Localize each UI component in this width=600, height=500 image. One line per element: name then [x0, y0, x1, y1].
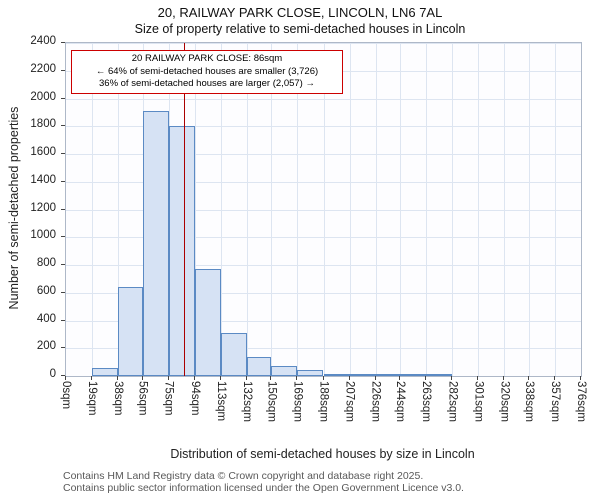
histogram-bar: [118, 287, 143, 376]
x-tick-label: 282sqm: [446, 381, 459, 422]
x-tick-label: 38sqm: [112, 381, 125, 416]
y-tick-mark: [61, 236, 65, 238]
annotation-box: 20 RAILWAY PARK CLOSE: 86sqm ← 64% of se…: [71, 50, 343, 94]
x-tick-label: 75sqm: [162, 381, 175, 416]
y-tick-label: 2400: [30, 35, 56, 47]
footer-attribution-line1: Contains HM Land Registry data © Crown c…: [63, 470, 424, 482]
x-tick-mark: [322, 376, 324, 380]
x-tick-label: 150sqm: [265, 381, 278, 422]
x-tick-mark: [91, 376, 93, 380]
x-tick-mark: [477, 376, 479, 380]
x-tick-label: 376sqm: [575, 381, 587, 422]
plot-area: 20 RAILWAY PARK CLOSE: 86sqm ← 64% of se…: [65, 42, 582, 377]
y-tick-label: 1800: [30, 118, 56, 131]
annotation-larger-pct: 36% of semi-detached houses are larger (…: [99, 78, 315, 90]
x-tick-label: 56sqm: [136, 381, 149, 416]
x-tick-label: 0sqm: [60, 381, 72, 410]
y-tick-mark: [61, 375, 65, 376]
histogram-bar: [142, 111, 169, 376]
histogram-bar: [194, 269, 221, 376]
x-tick-label: 113sqm: [214, 381, 227, 422]
x-tick-mark: [399, 376, 401, 380]
y-tick-label: 800: [36, 257, 56, 269]
x-tick-label: 19sqm: [86, 381, 99, 416]
x-tick-mark: [193, 376, 195, 380]
y-tick-mark: [61, 180, 65, 182]
x-tick-label: 338sqm: [522, 381, 535, 422]
y-tick-mark: [61, 125, 65, 127]
x-axis-label: Distribution of semi-detached houses by …: [170, 447, 475, 461]
x-tick-label: 169sqm: [291, 381, 304, 422]
x-tick-label: 357sqm: [548, 381, 561, 422]
y-tick-label: 1600: [30, 146, 56, 158]
x-tick-mark: [245, 376, 247, 380]
chart-title: 20, RAILWAY PARK CLOSE, LINCOLN, LN6 7AL: [157, 5, 443, 20]
y-tick-label: 1400: [30, 173, 56, 186]
y-tick-label: 2000: [30, 90, 56, 103]
x-tick-mark: [425, 376, 427, 380]
histogram-bar: [271, 366, 298, 376]
x-tick-mark: [580, 376, 581, 380]
x-tick-label: 263sqm: [420, 381, 433, 422]
property-marker-line: [183, 43, 186, 376]
y-tick-label: 1000: [30, 229, 56, 242]
y-tick-label: 400: [36, 312, 56, 325]
y-tick-label: 2200: [30, 62, 56, 75]
x-tick-label: 94sqm: [188, 381, 201, 416]
y-tick-mark: [61, 97, 65, 99]
x-tick-mark: [503, 376, 505, 380]
x-tick-mark: [167, 376, 169, 380]
histogram-bar: [297, 370, 324, 376]
x-tick-mark: [270, 376, 272, 380]
y-tick-mark: [61, 264, 65, 265]
histogram-bar: [349, 374, 376, 376]
x-tick-mark: [65, 376, 66, 380]
footer-attribution-line2: Contains public sector information licen…: [63, 482, 464, 495]
histogram-bar: [375, 374, 401, 376]
annotation-smaller-pct: ← 64% of semi-detached houses are smalle…: [95, 65, 319, 77]
y-tick-mark: [61, 153, 65, 154]
histogram-bar: [92, 368, 119, 376]
x-tick-label: 226sqm: [369, 381, 382, 422]
chart-subtitle: Size of property relative to semi-detach…: [134, 22, 466, 36]
x-tick-mark: [141, 376, 143, 380]
x-tick-mark: [553, 376, 555, 380]
y-tick-mark: [61, 69, 65, 71]
x-tick-label: 301sqm: [472, 381, 485, 422]
x-tick-mark: [296, 376, 298, 380]
x-tick-mark: [451, 376, 453, 380]
y-tick-label: 600: [36, 284, 56, 297]
x-tick-label: 188sqm: [317, 381, 330, 422]
y-tick-label: 1200: [30, 201, 56, 214]
y-tick-mark: [61, 347, 65, 349]
histogram-bar: [220, 333, 247, 376]
x-tick-mark: [219, 376, 221, 380]
y-tick-mark: [61, 291, 65, 293]
y-tick-mark: [61, 208, 65, 210]
histogram-bar: [323, 374, 350, 376]
x-tick-mark: [348, 376, 350, 380]
histogram-bar: [168, 126, 195, 376]
annotation-title: 20 RAILWAY PARK CLOSE: 86sqm: [131, 53, 283, 64]
x-tick-mark: [117, 376, 119, 380]
x-tick-label: 132sqm: [240, 381, 253, 422]
histogram-bar: [426, 374, 453, 376]
histogram-bar: [246, 357, 272, 376]
y-tick-mark: [61, 42, 65, 43]
x-tick-mark: [527, 376, 529, 380]
y-tick-label: 200: [36, 340, 56, 353]
y-tick-label: 0: [49, 368, 56, 380]
x-tick-label: 244sqm: [394, 381, 407, 422]
y-tick-mark: [61, 319, 65, 321]
x-tick-mark: [374, 376, 376, 380]
histogram-bar: [400, 374, 427, 376]
x-tick-label: 320sqm: [498, 381, 511, 422]
x-tick-label: 207sqm: [343, 381, 356, 422]
footer: Contains HM Land Registry data © Crown c…: [63, 470, 464, 495]
